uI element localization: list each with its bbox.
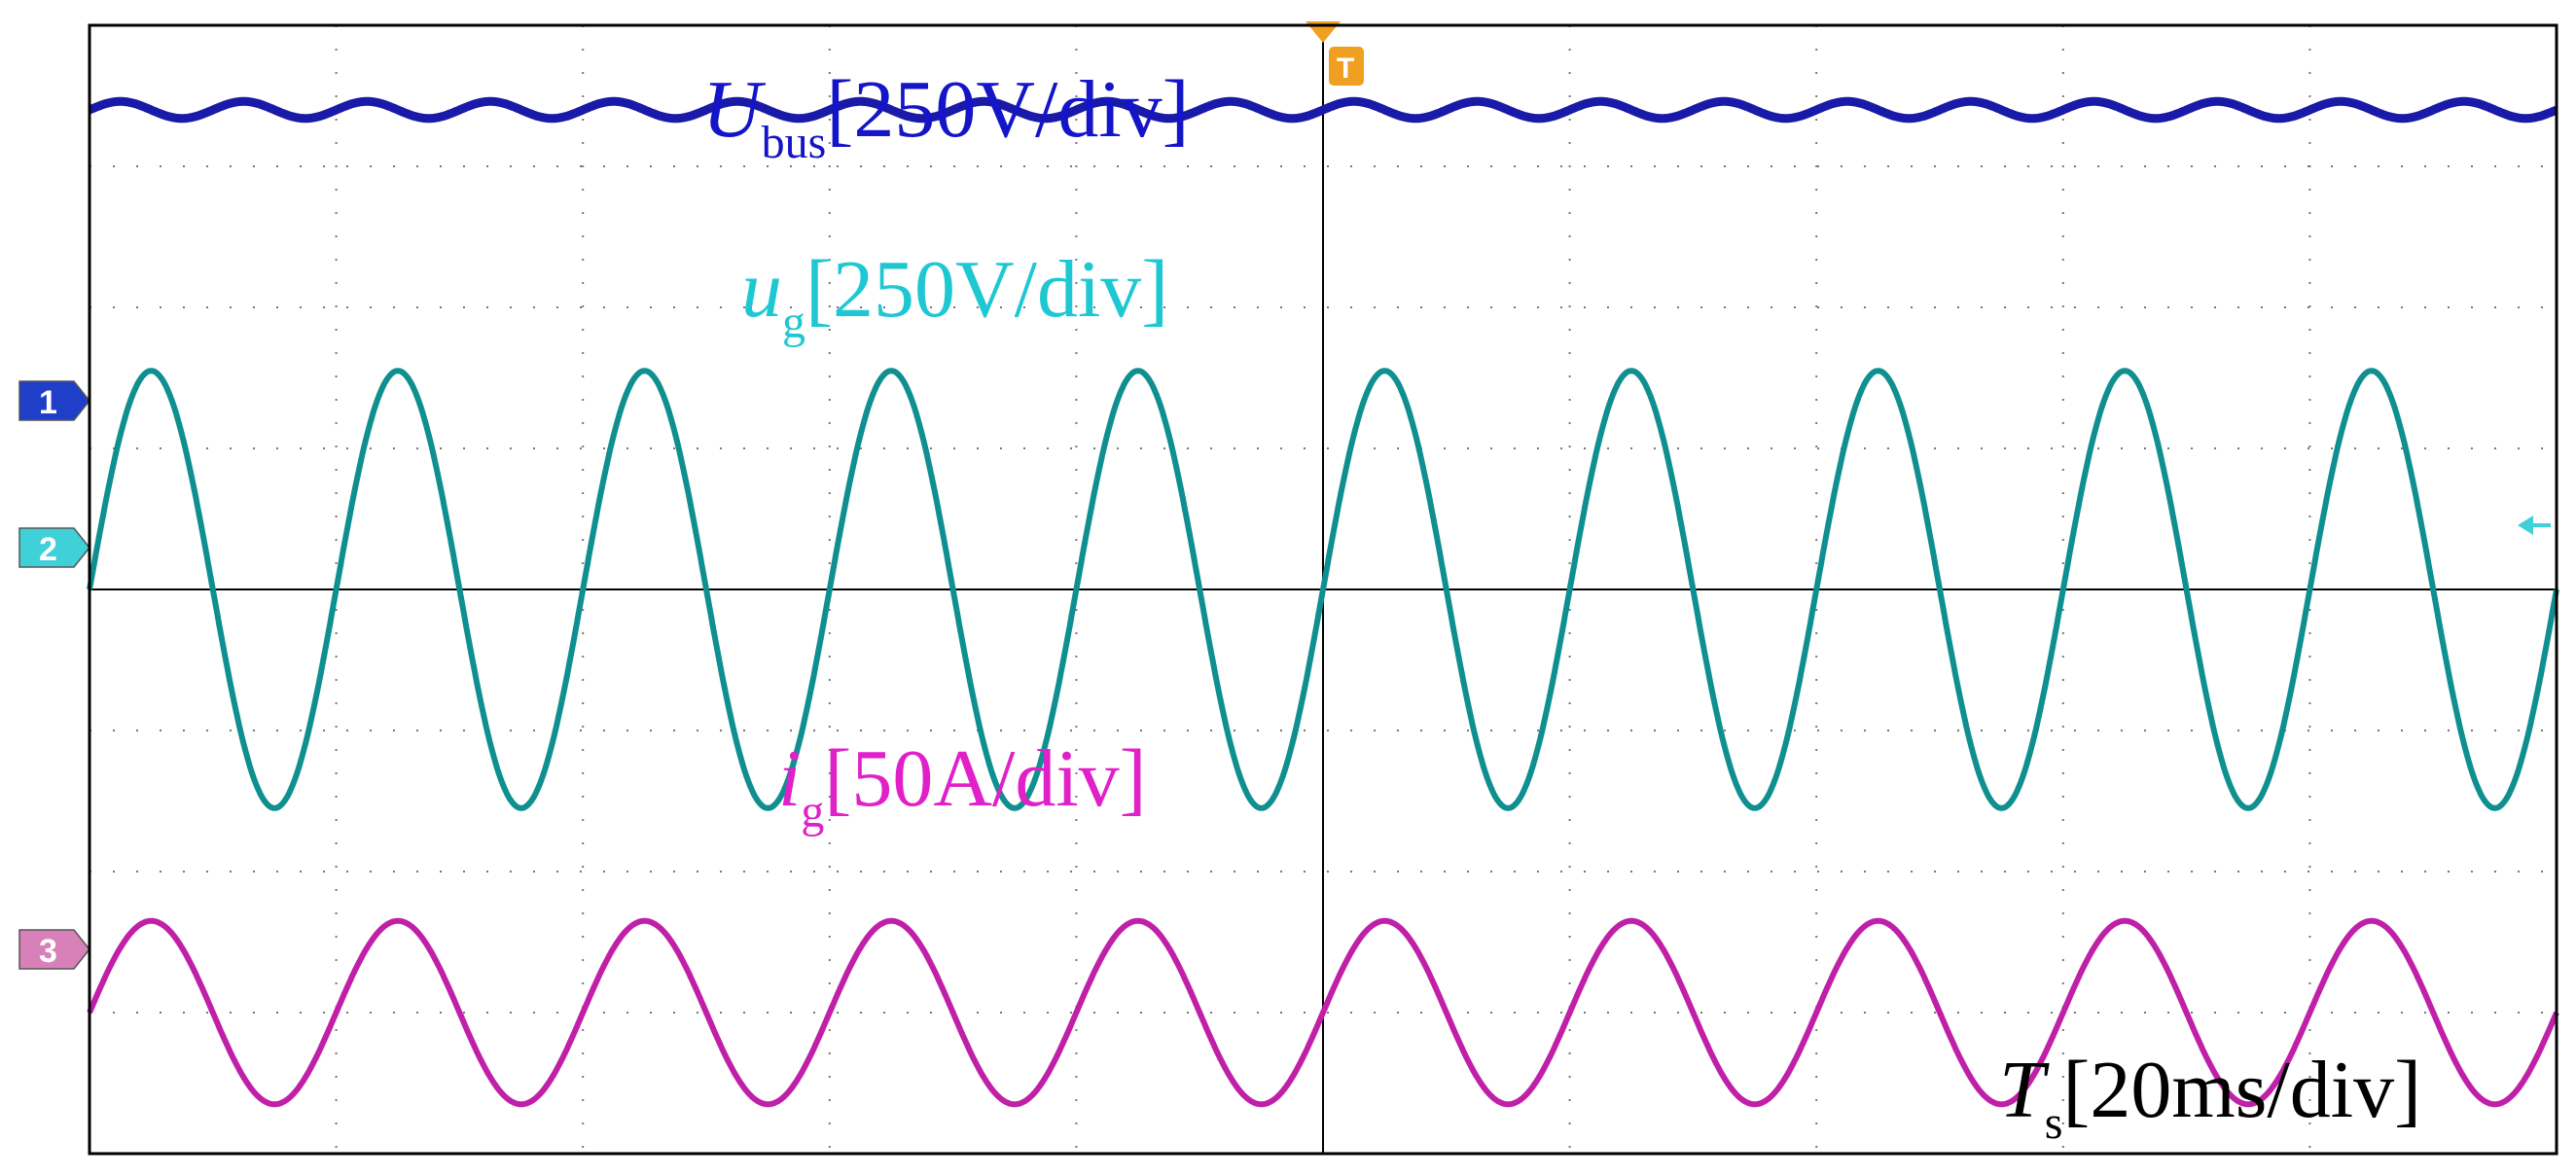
plot-frame — [88, 23, 2558, 1156]
channel-marker-shape — [18, 929, 90, 970]
oscilloscope-grid — [89, 25, 2557, 1154]
time-symbol: T — [1999, 1045, 2050, 1135]
trigger-label: T — [1337, 53, 1354, 85]
ug-scale: [250V/div] — [805, 244, 1168, 335]
channel-marker-number: 1 — [39, 384, 57, 421]
trace-u-g — [87, 368, 2559, 811]
ug-symbol: u — [741, 244, 782, 335]
channel-marker-number: 3 — [39, 933, 57, 970]
time-scale-label: Ts[20ms/div] — [1999, 1045, 2421, 1149]
ubus-scale: [250V/div] — [826, 64, 1189, 155]
ig-scale: [50A/div] — [824, 733, 1146, 824]
trace-u-bus — [87, 96, 2559, 124]
ig-symbol: i — [778, 733, 801, 824]
ubus-symbol: U — [702, 64, 767, 155]
time-subscript: s — [2045, 1097, 2063, 1149]
right-arrow-marker — [2518, 516, 2533, 535]
ubus-subscript: bus — [762, 117, 827, 168]
channel-marker-1: 1 — [18, 380, 90, 421]
ig-subscript: g — [801, 786, 824, 837]
channel-marker-2: 2 — [18, 527, 90, 568]
ug-subscript: g — [782, 297, 805, 348]
channel-marker-number: 2 — [39, 531, 57, 568]
trace-i-g — [87, 917, 2559, 1108]
trigger-box — [1329, 47, 1364, 86]
time-scale: [20ms/div] — [2062, 1045, 2421, 1135]
channel-markers: 1 2 3 T — [18, 21, 2551, 970]
ug-label: ug[250V/div] — [741, 244, 1168, 348]
waveform-traces — [87, 96, 2559, 1108]
channel-marker-shape — [18, 527, 90, 568]
ubus-label: Ubus[250V/div] — [702, 64, 1190, 168]
ig-label: ig[50A/div] — [778, 733, 1147, 837]
trigger-marker: T — [1306, 21, 1364, 86]
channel-marker-shape — [18, 380, 90, 421]
channel-marker-3: 3 — [18, 929, 90, 970]
